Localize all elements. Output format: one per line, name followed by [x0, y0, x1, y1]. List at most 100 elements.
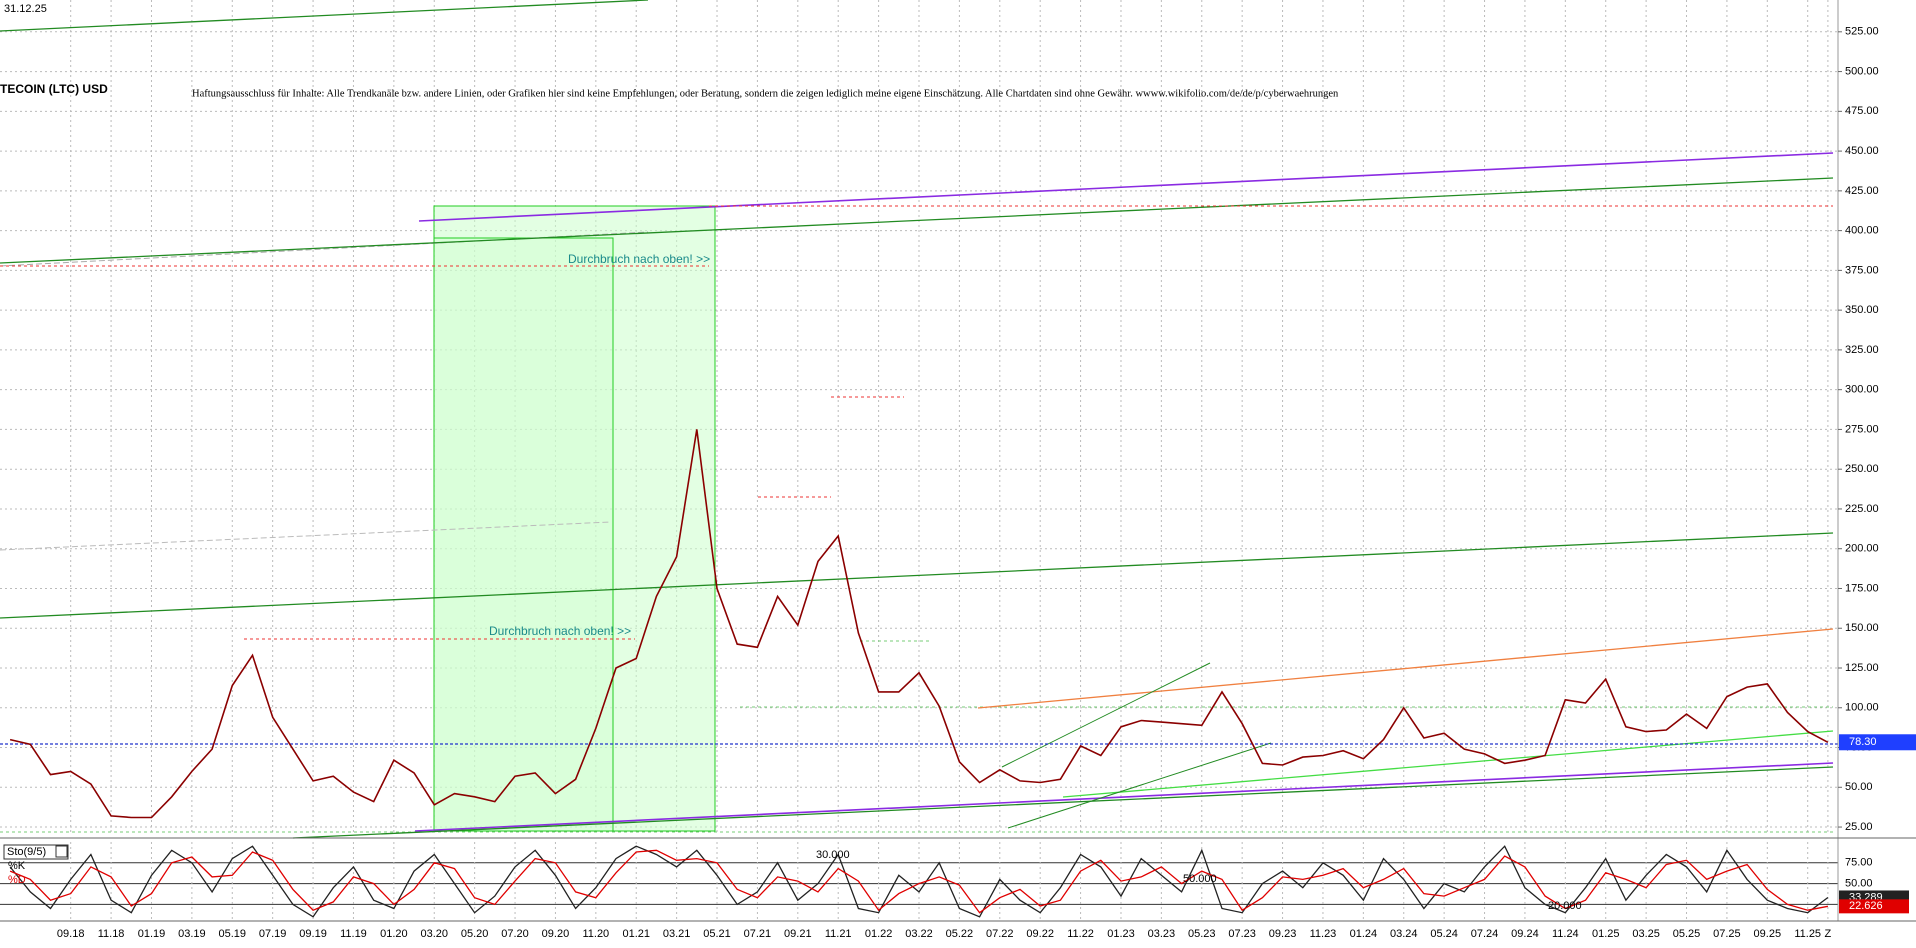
y-tick-label: 350.00: [1845, 304, 1879, 316]
x-tick-label: 01.25: [1592, 928, 1620, 940]
indicator-note: 50.000: [1183, 873, 1217, 885]
x-tick-label: 07.22: [986, 928, 1014, 940]
y-tick-label: 525.00: [1845, 26, 1879, 38]
x-tick-label: 11.23: [1310, 928, 1337, 940]
trend-line: [414, 762, 1834, 832]
x-tick-label: 09.18: [57, 928, 85, 940]
x-tick-label: 11.22: [1067, 928, 1094, 940]
expand-button[interactable]: [55, 845, 68, 858]
x-tick-label: 07.25: [1713, 928, 1741, 940]
trend-line: [418, 152, 1834, 222]
highlight-box: [433, 205, 716, 832]
indicator-box: [3, 844, 69, 860]
indicator-note: 20.000: [1548, 900, 1582, 912]
x-tick-label: 03.23: [1148, 928, 1176, 940]
disclaimer: Haftungsausschluss für Inhalte: Alle Tre…: [192, 88, 1339, 99]
x-tick-label: 05.24: [1430, 928, 1458, 940]
value-tag-label: 22.626: [1849, 900, 1883, 912]
y-tick-label: 475.00: [1845, 105, 1879, 117]
x-tick-label: 09.21: [784, 928, 812, 940]
y-tick-label: 175.00: [1845, 582, 1879, 594]
x-tick-label: 05.21: [703, 928, 731, 940]
x-tick-label: 05.25: [1673, 928, 1701, 940]
y-tick-label: 50.00: [1845, 781, 1873, 793]
x-tick-label: 09.19: [299, 928, 327, 940]
x-tick-label: 07.21: [744, 928, 772, 940]
y-tick-label: 300.00: [1845, 384, 1879, 396]
x-tick-label: 03.20: [420, 928, 448, 940]
x-tick-label: 01.22: [865, 928, 893, 940]
y-tick-label: 100.00: [1845, 702, 1879, 714]
x-tick-label: 11.25: [1794, 928, 1821, 940]
drawings: [0, 0, 1838, 839]
x-tick-label: 03.22: [905, 928, 933, 940]
x-tick-label: 05.19: [219, 928, 247, 940]
annotation: Durchbruch nach oben! >>: [489, 624, 631, 638]
x-tick-label: 03.25: [1632, 928, 1660, 940]
x-tick-label: 09.25: [1754, 928, 1782, 940]
x-tick-label: 01.21: [622, 928, 650, 940]
x-tick-label: 11.24: [1552, 928, 1579, 940]
value-tag: [1839, 899, 1909, 914]
legend-entry: %K: [8, 860, 26, 872]
indicator-label: Sto(9/5): [7, 846, 46, 858]
highlight-box: [433, 237, 614, 832]
y-tick-label: 150.00: [1845, 622, 1879, 634]
trend-line: [1007, 742, 1272, 829]
x-tick-label: 11.18: [98, 928, 125, 940]
y-tick-label: 25.00: [1845, 821, 1873, 833]
trend-line: [977, 628, 1834, 709]
x-tick-label: Z: [1825, 928, 1832, 940]
plot: [9, 429, 1829, 918]
x-tick-label: 09.22: [1026, 928, 1054, 940]
x-tick-label: 03.19: [178, 928, 206, 940]
x-tick-label: 05.23: [1188, 928, 1216, 940]
x-tick-label: 05.20: [461, 928, 489, 940]
x-tick-label: 11.19: [340, 928, 367, 940]
x-tick-label: 11.20: [582, 928, 609, 940]
trend-line: [0, 0, 649, 32]
y-tick-label: 400.00: [1845, 225, 1879, 237]
trend-line: [292, 766, 1834, 839]
x-tick-label: 07.24: [1471, 928, 1499, 940]
x-tick-label: 05.22: [946, 928, 974, 940]
x-tick-label: 09.20: [542, 928, 570, 940]
stochastic-line: [9, 845, 1829, 918]
trend-line: [0, 532, 1834, 619]
trend-line: [0, 521, 611, 551]
trend-line: [0, 177, 1834, 264]
x-tick-label: 01.19: [138, 928, 166, 940]
x-tick-label: 09.23: [1269, 928, 1297, 940]
x-tick-label: 01.23: [1107, 928, 1135, 940]
x-tick-label: 09.24: [1511, 928, 1539, 940]
x-tick-label: 03.21: [663, 928, 691, 940]
trend-line: [1001, 662, 1211, 768]
y-tick-label: 50.00: [1845, 877, 1873, 889]
y-tick-label: 425.00: [1845, 185, 1879, 197]
legend-entry: %D: [8, 874, 26, 886]
y-tick-label: 375.00: [1845, 264, 1879, 276]
price-tag: [1839, 734, 1916, 751]
date: 31.12.25: [4, 3, 47, 15]
chart-title: TECOIN (LTC) USD: [0, 82, 108, 96]
y-tick-label: 225.00: [1845, 503, 1879, 515]
y-tick-label: 500.00: [1845, 65, 1879, 77]
y-tick-label: 125.00: [1845, 662, 1879, 674]
x-tick-label: 07.19: [259, 928, 287, 940]
stochastic-line: [9, 849, 1829, 914]
x-tick-label: 11.21: [825, 928, 852, 940]
x-tick-label: 07.20: [501, 928, 529, 940]
y-tick-label: 325.00: [1845, 344, 1879, 356]
y-tick-label: 200.00: [1845, 543, 1879, 555]
y-tick-label: 75.00: [1845, 857, 1873, 869]
x-tick-label: 07.23: [1228, 928, 1256, 940]
x-tick-label: 01.20: [380, 928, 408, 940]
price-tag-label: 78.30: [1849, 736, 1877, 748]
indicator-note: 30.000: [816, 849, 850, 861]
price-line: [9, 429, 1829, 819]
annotation: Durchbruch nach oben! >>: [568, 252, 710, 266]
x-tick-label: 01.24: [1350, 928, 1378, 940]
